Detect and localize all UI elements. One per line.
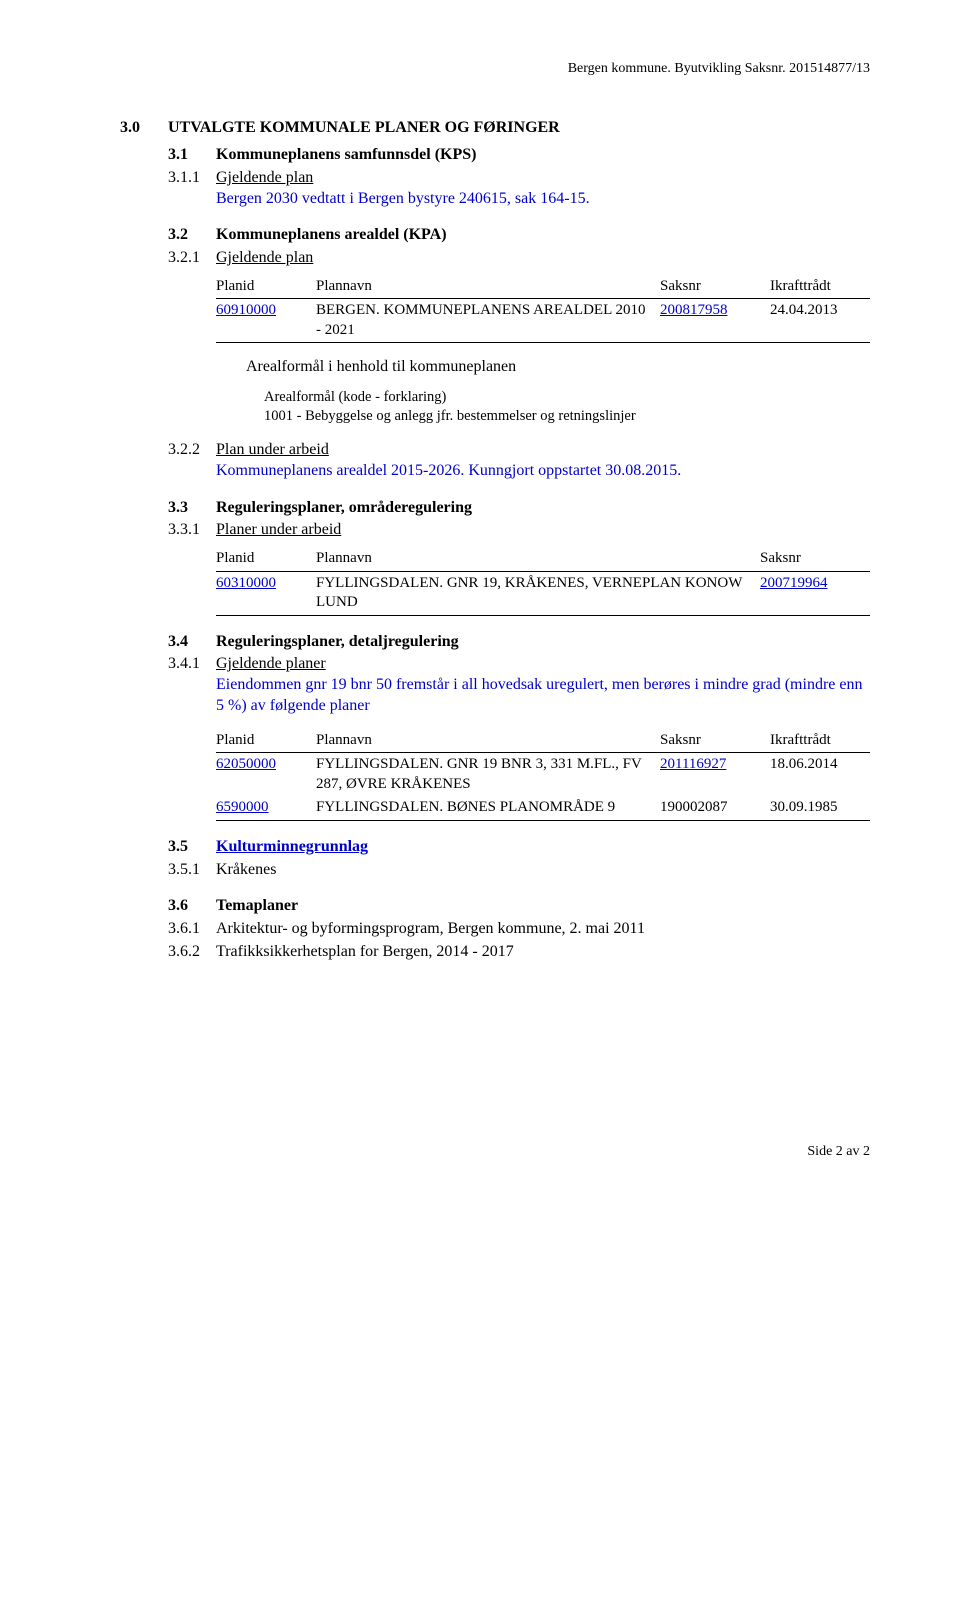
section-3-4-1-number: 3.4.1 <box>168 654 216 820</box>
section-3-2-2-text: Kommuneplanens arealdel 2015-2026. Kunng… <box>216 461 681 482</box>
section-3-6-1-number: 3.6.1 <box>168 919 216 940</box>
section-3-1: 3.1 Kommuneplanens samfunnsdel (KPS) <box>168 145 870 166</box>
section-3-2-number: 3.2 <box>168 225 216 246</box>
section-3-1-1-text: Bergen 2030 vedtatt i Bergen bystyre 240… <box>216 189 590 210</box>
page-footer: Side 2 av 2 <box>120 1143 870 1161</box>
section-3-3-1: 3.3.1 Planer under arbeid Planid Plannav… <box>168 520 870 615</box>
col-ikraft: Ikrafttrådt <box>770 275 870 299</box>
section-3-6-number: 3.6 <box>168 896 216 917</box>
table-3-4-1: Planid Plannavn Saksnr Ikrafttrådt 62050… <box>216 729 870 821</box>
section-3-4-1: 3.4.1 Gjeldende planer Eiendommen gnr 19… <box>168 654 870 820</box>
table-row: 60910000 BERGEN. KOMMUNEPLANENS AREALDEL… <box>216 299 870 343</box>
col-saksnr: Saksnr <box>760 547 870 571</box>
cell-saksnr[interactable]: 201116927 <box>660 753 770 797</box>
section-3-3-title: Reguleringsplaner, områderegulering <box>216 498 472 519</box>
section-3-2-1: 3.2.1 Gjeldende plan Planid Plannavn Sak… <box>168 248 870 426</box>
section-3-5-1-number: 3.5.1 <box>168 860 216 881</box>
table-row: 60310000 FYLLINGSDALEN. GNR 19, KRÅKENES… <box>216 571 870 615</box>
cell-plannavn: BERGEN. KOMMUNEPLANENS AREALDEL 2010 - 2… <box>316 299 660 343</box>
section-3-6-1: 3.6.1 Arkitektur- og byformingsprogram, … <box>168 919 870 940</box>
section-3-2-2-label: Plan under arbeid <box>216 440 681 461</box>
cell-plannavn: FYLLINGSDALEN. GNR 19 BNR 3, 331 M.FL., … <box>316 753 660 797</box>
cell-planid[interactable]: 62050000 <box>216 753 316 797</box>
col-plannavn: Plannavn <box>316 729 660 753</box>
cell-plannavn: FYLLINGSDALEN. BØNES PLANOMRÅDE 9 <box>316 796 660 820</box>
table-3-2-1: Planid Plannavn Saksnr Ikrafttrådt 60910… <box>216 275 870 344</box>
cell-planid[interactable]: 60910000 <box>216 299 316 343</box>
section-3-1-1-number: 3.1.1 <box>168 168 216 210</box>
section-3-4-number: 3.4 <box>168 632 216 653</box>
section-3-6-2-number: 3.6.2 <box>168 942 216 963</box>
section-3-number: 3.0 <box>120 118 168 139</box>
col-plannavn: Plannavn <box>316 547 760 571</box>
col-plannavn: Plannavn <box>316 275 660 299</box>
section-3-6-2: 3.6.2 Trafikksikkerhetsplan for Bergen, … <box>168 942 870 963</box>
section-3-5-number: 3.5 <box>168 837 216 858</box>
table-3-3-1: Planid Plannavn Saksnr 60310000 FYLLINGS… <box>216 547 870 616</box>
cell-plannavn: FYLLINGSDALEN. GNR 19, KRÅKENES, VERNEPL… <box>316 571 760 615</box>
cell-ikraft: 30.09.1985 <box>770 796 870 820</box>
section-3-4-1-text: Eiendommen gnr 19 bnr 50 fremstår i all … <box>216 675 870 717</box>
section-3-6-2-label: Trafikksikkerhetsplan for Bergen, 2014 -… <box>216 942 514 963</box>
arealformal-sub1: Arealformål (kode - forklaring) <box>264 388 870 407</box>
section-3-2-1-label: Gjeldende plan <box>216 248 870 269</box>
table-row: 62050000 FYLLINGSDALEN. GNR 19 BNR 3, 33… <box>216 753 870 797</box>
section-3-1-number: 3.1 <box>168 145 216 166</box>
section-3-title: UTVALGTE KOMMUNALE PLANER OG FØRINGER <box>168 118 560 139</box>
col-saksnr: Saksnr <box>660 275 770 299</box>
section-3-2-2-number: 3.2.2 <box>168 440 216 482</box>
section-3-6: 3.6 Temaplaner <box>168 896 870 917</box>
cell-planid[interactable]: 6590000 <box>216 796 316 820</box>
section-3-5-1-label: Kråkenes <box>216 860 276 881</box>
arealformal-heading: Arealformål i henhold til kommuneplanen <box>246 357 870 378</box>
arealformal-block: Arealformål i henhold til kommuneplanen … <box>246 357 870 425</box>
col-ikraft: Ikrafttrådt <box>770 729 870 753</box>
section-3-heading: 3.0 UTVALGTE KOMMUNALE PLANER OG FØRINGE… <box>120 118 870 139</box>
table-header-row: Planid Plannavn Saksnr Ikrafttrådt <box>216 275 870 299</box>
arealformal-sub2: 1001 - Bebyggelse og anlegg jfr. bestemm… <box>264 407 870 426</box>
section-3-5-1: 3.5.1 Kråkenes <box>168 860 870 881</box>
table-header-row: Planid Plannavn Saksnr <box>216 547 870 571</box>
section-3-4-title: Reguleringsplaner, detaljregulering <box>216 632 459 653</box>
section-3-6-1-label: Arkitektur- og byformingsprogram, Bergen… <box>216 919 645 940</box>
page-header: Bergen kommune. Byutvikling Saksnr. 2015… <box>120 60 870 78</box>
section-3-5-title[interactable]: Kulturminnegrunnlag <box>216 837 368 858</box>
section-3-2-2: 3.2.2 Plan under arbeid Kommuneplanens a… <box>168 440 870 482</box>
table-row: 6590000 FYLLINGSDALEN. BØNES PLANOMRÅDE … <box>216 796 870 820</box>
section-3-3-1-number: 3.3.1 <box>168 520 216 615</box>
section-3-3-number: 3.3 <box>168 498 216 519</box>
cell-saksnr[interactable]: 200817958 <box>660 299 770 343</box>
section-3-2-1-number: 3.2.1 <box>168 248 216 426</box>
cell-saksnr: 190002087 <box>660 796 770 820</box>
section-3-2: 3.2 Kommuneplanens arealdel (KPA) <box>168 225 870 246</box>
col-planid: Planid <box>216 547 316 571</box>
col-saksnr: Saksnr <box>660 729 770 753</box>
section-3-1-1: 3.1.1 Gjeldende plan Bergen 2030 vedtatt… <box>168 168 870 210</box>
section-3-6-title: Temaplaner <box>216 896 298 917</box>
col-planid: Planid <box>216 275 316 299</box>
section-3-2-title: Kommuneplanens arealdel (KPA) <box>216 225 447 246</box>
section-3-1-1-label: Gjeldende plan <box>216 168 590 189</box>
section-3-3-1-label: Planer under arbeid <box>216 520 870 541</box>
cell-saksnr[interactable]: 200719964 <box>760 571 870 615</box>
section-3-1-title: Kommuneplanens samfunnsdel (KPS) <box>216 145 477 166</box>
cell-ikraft: 18.06.2014 <box>770 753 870 797</box>
table-header-row: Planid Plannavn Saksnr Ikrafttrådt <box>216 729 870 753</box>
cell-ikraft: 24.04.2013 <box>770 299 870 343</box>
cell-planid[interactable]: 60310000 <box>216 571 316 615</box>
section-3-4-1-label: Gjeldende planer <box>216 654 870 675</box>
section-3-4: 3.4 Reguleringsplaner, detaljregulering <box>168 632 870 653</box>
col-planid: Planid <box>216 729 316 753</box>
section-3-3: 3.3 Reguleringsplaner, områderegulering <box>168 498 870 519</box>
section-3-5: 3.5 Kulturminnegrunnlag <box>168 837 870 858</box>
